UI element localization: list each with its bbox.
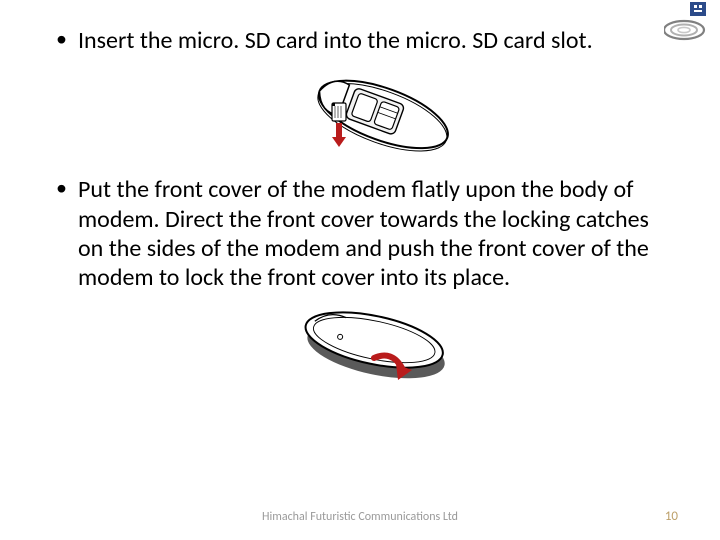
corner-logo [664,0,710,46]
illustration-front-cover [284,298,464,388]
footer-text: Himachal Futuristic Communications Ltd [0,510,720,524]
page-number: 10 [665,509,678,524]
bullet-item-2: Put the front cover of the modem flatly … [50,175,670,388]
bullet-text-2: Put the front cover of the modem flatly … [78,175,670,292]
bullet-item-1: Insert the micro. SD card into the micro… [50,26,670,161]
bullet-text-1: Insert the micro. SD card into the micro… [78,26,670,55]
bullet-list: Insert the micro. SD card into the micro… [50,26,670,388]
illustration-sd-card [294,61,454,161]
